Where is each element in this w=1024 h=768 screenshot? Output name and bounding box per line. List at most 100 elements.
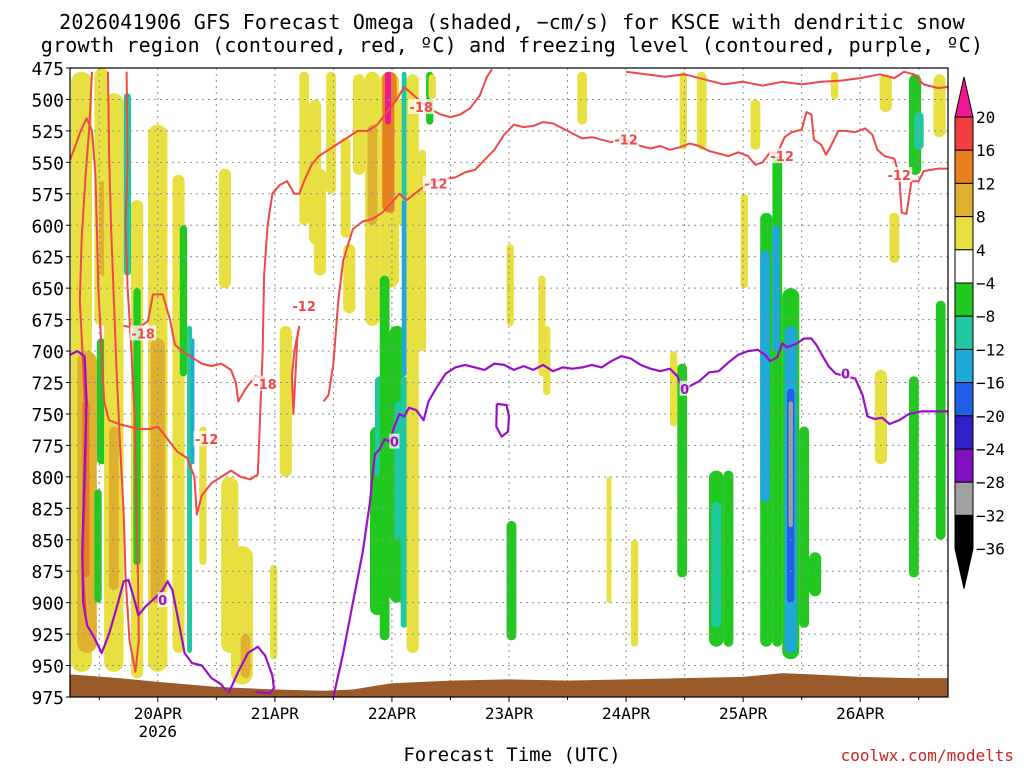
contour-label-bg	[252, 375, 279, 391]
contour-label-bg	[157, 592, 168, 608]
freezing-contour-label: 0	[158, 594, 167, 609]
omega-cell	[750, 99, 761, 150]
omega-cell	[933, 74, 946, 138]
omega-cell	[740, 193, 748, 289]
contour-label-bg	[679, 380, 690, 396]
x-tick-label: 23APR	[485, 704, 534, 723]
y-tick-label: 675	[31, 311, 64, 332]
x-tick-label: 24APR	[602, 704, 651, 723]
dgz-contour	[70, 68, 493, 516]
freezing-level-contour	[227, 645, 275, 695]
colorbar-band	[954, 448, 974, 483]
omega-cell	[352, 74, 366, 175]
y-tick-label: 725	[31, 374, 64, 395]
omega-cell	[400, 376, 408, 628]
omega-cell	[385, 71, 391, 125]
y-tick-label: 700	[31, 342, 64, 363]
omega-cell	[830, 71, 839, 100]
dgz-contour-label: -12	[614, 134, 638, 149]
omega-cell	[428, 74, 436, 100]
colorbar-label: −32	[976, 506, 1005, 525]
x-tick-label: 22APR	[368, 704, 417, 723]
y-tick-label: 625	[31, 248, 64, 269]
omega-cell	[343, 244, 356, 314]
omega-cell	[506, 520, 517, 641]
dgz-contour-label: -18	[253, 378, 277, 393]
x-axis-title: Forecast Time (UTC)	[403, 744, 621, 766]
colorbar-label: −4	[976, 274, 995, 293]
dgz-contour-label: -18	[131, 327, 155, 342]
omega-cell	[179, 225, 188, 377]
omega-cell	[543, 325, 551, 396]
contour-label-bg	[769, 148, 796, 164]
colorbar-top-arrow	[954, 76, 974, 118]
colorbar-label: −20	[976, 407, 1005, 426]
freezing-level-contour	[332, 337, 948, 697]
colorbar-band	[954, 282, 974, 317]
contour-label-bg	[408, 98, 435, 114]
omega-cell	[772, 225, 780, 352]
colorbar-label: −24	[976, 440, 1005, 459]
omega-cell	[418, 149, 427, 352]
x-tick-label: 21APR	[251, 704, 300, 723]
dgz-contour	[107, 71, 140, 673]
contour-label-bg	[886, 166, 913, 182]
omega-shading	[71, 68, 946, 685]
colorbar-band	[954, 481, 974, 516]
y-tick-label: 750	[31, 405, 64, 426]
omega-cell	[679, 71, 687, 150]
colorbar-label: −28	[976, 473, 1005, 492]
omega-cell	[935, 300, 946, 540]
terrain-fill	[70, 673, 948, 697]
omega-cell	[788, 401, 793, 528]
omega-cell	[299, 71, 310, 226]
contour-label-bg	[130, 325, 157, 341]
colorbar-band	[954, 216, 974, 251]
freezing-contour-label: 0	[841, 368, 850, 383]
omega-cell	[760, 250, 770, 502]
x-tick-label: 26APR	[836, 704, 885, 723]
colorbar-band	[954, 514, 974, 550]
freezing-level-contour	[70, 350, 227, 692]
dgz-contour-label: -12	[887, 169, 911, 184]
omega-cell	[711, 502, 722, 628]
colorbar-band	[954, 382, 974, 417]
colorbar-bottom-arrow	[954, 548, 974, 589]
colorbar-band	[954, 149, 974, 184]
colorbar-label: 20	[976, 108, 995, 127]
dgz-contour	[290, 325, 301, 415]
dgz-contour-label: -12	[195, 433, 219, 448]
omega-cell	[879, 74, 892, 112]
colorbar-band	[954, 415, 974, 450]
omega-cell	[909, 376, 919, 578]
omega-cell	[94, 489, 102, 603]
contour-label-bg	[840, 365, 851, 381]
colorbar-label: −12	[976, 340, 1005, 359]
y-tick-label: 875	[31, 562, 64, 583]
omega-cell	[401, 71, 407, 201]
omega-cell	[723, 470, 734, 647]
omega-cell	[326, 71, 336, 194]
credit-link[interactable]: coolwx.com/modelts	[840, 746, 1014, 765]
dgz-contour-label: -12	[292, 300, 316, 315]
dgz-contour-label: -18	[409, 101, 433, 116]
omega-cell	[133, 288, 141, 565]
y-tick-label: 500	[31, 90, 64, 111]
y-tick-label: 575	[31, 185, 64, 206]
dgz-contour-label: -12	[770, 150, 794, 165]
colorbar-band	[954, 348, 974, 384]
y-tick-label: 900	[31, 594, 64, 615]
y-tick-label: 525	[31, 122, 64, 143]
colorbar-label: 8	[976, 208, 986, 227]
dgz-contour	[123, 293, 266, 403]
omega-cell	[340, 137, 351, 238]
freezing-contour-label: 0	[680, 383, 689, 398]
omega-cell	[279, 325, 292, 477]
colorbar-label: 12	[976, 174, 995, 193]
colorbar-label: −8	[976, 307, 995, 326]
colorbar-label: 4	[976, 241, 986, 260]
y-tick-label: 550	[31, 153, 64, 174]
x-tick-label: 20APR	[134, 704, 183, 723]
colorbar-label: 16	[976, 141, 995, 160]
